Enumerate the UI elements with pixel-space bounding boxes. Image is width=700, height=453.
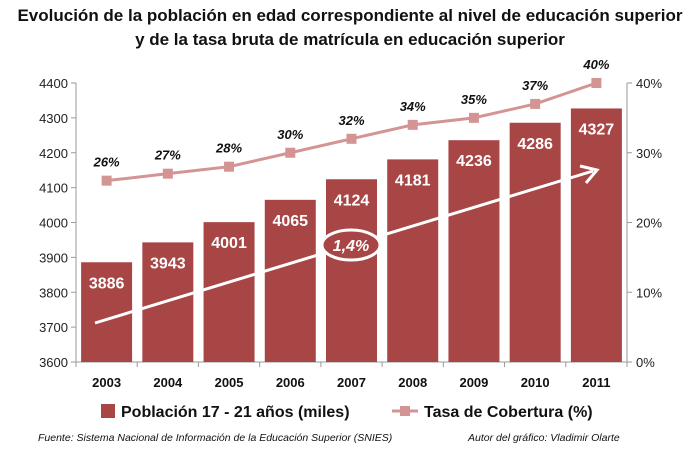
x-tick-label: 2008 [398,375,427,390]
bar-data-label: 4124 [334,192,370,209]
x-tick-label: 2010 [521,375,550,390]
line-data-label: 34% [400,99,426,114]
left-tick-label: 3800 [39,285,68,300]
right-tick-label: 30% [636,146,662,161]
bar [326,179,377,362]
x-tick-label: 2003 [92,375,121,390]
line-data-label: 35% [461,92,487,107]
x-tick-label: 2009 [459,375,488,390]
line-marker [530,98,541,109]
bar [448,140,500,362]
left-tick-label: 4300 [39,111,68,126]
legend-line-marker [400,406,410,416]
line-marker [591,78,602,88]
x-tick-label: 2005 [215,375,244,390]
left-tick-label: 4000 [39,216,68,231]
left-tick-label: 3900 [39,250,68,265]
bar-data-label: 4327 [579,121,615,138]
x-tick-label: 2007 [337,375,366,390]
line-data-label: 37% [522,78,548,93]
left-tick-label: 4400 [39,76,68,91]
line-marker [224,161,235,172]
left-tick-label: 3700 [39,320,68,335]
bar-data-label: 4181 [395,172,431,189]
legend-line-label: Tasa de Cobertura (%) [424,404,593,421]
x-tick-label: 2006 [276,375,305,390]
source-note: Fuente: Sistema Nacional de Información … [38,432,393,444]
line-data-label: 28% [215,141,242,156]
bar [509,122,561,362]
line-marker [468,112,479,123]
left-tick-label: 4200 [39,146,68,161]
line-marker [407,119,418,130]
line-marker [285,147,296,158]
line-data-label: 26% [93,155,120,170]
bar-data-label: 3886 [89,275,125,292]
annotation-label: 1,4% [333,238,369,255]
bar-data-label: 4286 [517,136,553,153]
x-tick-label: 2011 [582,375,610,390]
chart-title: Evolución de la población en edad corres… [17,6,683,25]
left-tick-label: 3600 [39,355,68,370]
bar-data-label: 3943 [150,255,186,272]
line-marker [101,175,112,186]
bar-data-label: 4001 [211,235,247,252]
right-tick-label: 40% [636,76,662,91]
bar [264,199,316,362]
x-tick-label: 2004 [153,375,183,390]
author-note: Autor del gráfico: Vladimir Olarte [468,432,620,444]
line-marker [162,168,173,179]
line-data-label: 40% [582,57,609,72]
bar [570,108,622,363]
annotation-ellipse [320,228,382,262]
right-tick-label: 0% [636,355,655,370]
right-tick-label: 10% [636,285,662,300]
line-data-label: 27% [154,148,181,163]
bar [81,262,133,362]
right-tick-label: 20% [636,216,662,231]
bar-data-label: 4065 [272,213,308,230]
arrow-head-icon [579,164,600,184]
line-data-label: 30% [277,127,303,142]
legend-bar-swatch [101,404,115,418]
legend-bar-label: Población 17 - 21 años (miles) [121,404,350,421]
line-data-label: 32% [338,113,364,128]
chart-subtitle: y de la tasa bruta de matrícula en educa… [135,30,565,49]
bar [203,222,255,362]
bar [387,159,439,362]
bar-data-label: 4236 [456,153,492,170]
left-tick-label: 4100 [39,181,68,196]
line-marker [346,133,357,144]
